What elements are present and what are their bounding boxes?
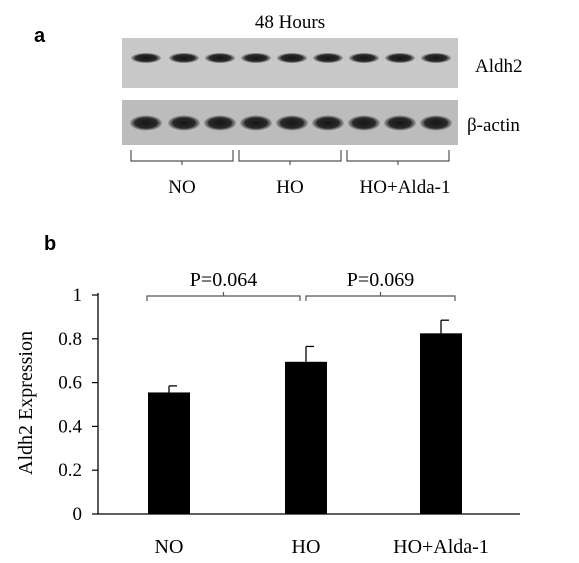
aldh2-band [385,53,415,63]
aldh2-band [205,53,235,63]
bar [285,361,327,514]
beta-actin-band [240,115,272,131]
blot-beta-actin-label: β-actin [467,115,520,136]
p-value-label: P=0.064 [190,269,257,291]
beta-actin-band [384,115,416,131]
bar [420,333,462,514]
comparison-bracket [146,292,301,301]
aldh2-bands [131,53,451,63]
aldh2-band [241,53,271,63]
group-bracket-ho-alda1 [346,150,450,165]
x-tick-label: NO [155,536,184,558]
y-ticks: 0 0.2 0.4 0.6 0.8 1 [58,285,98,525]
group-label-ho-alda1: HO+Alda-1 [360,177,451,198]
beta-actin-band [204,115,236,131]
aldh2-band [169,53,199,63]
y-tick-label: 1 [73,285,83,306]
p-value-label: P=0.069 [347,269,414,291]
y-tick-label: 0.4 [58,416,82,437]
aldh2-band [131,53,161,63]
group-brackets [130,150,450,165]
group-bracket-ho [238,150,342,165]
comparison-brackets: P=0.064 P=0.069 [146,269,456,301]
aldh2-band [313,53,343,63]
panel-a-label: a [34,25,46,47]
y-tick-label: 0.2 [58,460,82,481]
blot-aldh2-label: Aldh2 [475,56,523,77]
beta-actin-band [348,115,380,131]
bar [148,392,190,514]
beta-actin-band [420,115,452,131]
y-tick-label: 0.8 [58,329,82,350]
y-axis-label: Aldh2 Expression [15,331,37,475]
bars [148,319,462,514]
y-tick-label: 0.6 [58,373,82,394]
blot-beta-actin [122,100,458,145]
blot-aldh2 [122,38,458,88]
y-tick-label: 0 [73,504,83,525]
group-label-ho: HO [276,177,303,198]
x-tick-label: HO [292,536,321,558]
panel-a-title: 48 Hours [255,12,325,33]
x-labels: NO HO HO+Alda-1 [155,536,489,558]
blot-aldh2-membrane [122,38,458,88]
comparison-bracket [305,292,456,301]
group-bracket-no [130,150,234,165]
aldh2-band [277,53,307,63]
beta-actin-band [312,115,344,131]
bar-chart: 00.20.40.60.81 NO HO HO+Alda-1 P=0.064 P=0.… [15,269,520,558]
panel-b-label: b [44,233,56,255]
aldh2-band [421,53,451,63]
aldh2-band [349,53,379,63]
beta-actin-band [168,115,200,131]
beta-actin-band [276,115,308,131]
group-label-no: NO [168,177,195,198]
x-tick-label: HO+Alda-1 [393,536,489,558]
beta-actin-bands [130,115,452,131]
beta-actin-band [130,115,162,131]
